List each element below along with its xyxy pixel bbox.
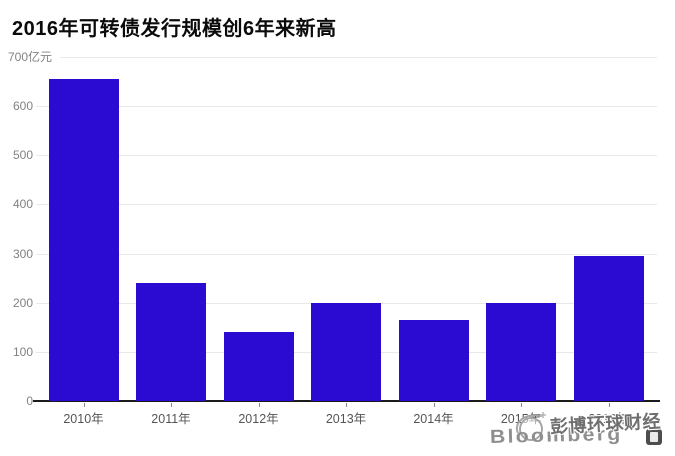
bloomberg-app-badge-icon <box>646 429 662 445</box>
globe-icon <box>515 412 546 441</box>
bar-2012年 <box>223 332 294 401</box>
x-tick-2015年 <box>521 403 522 407</box>
watermark: Bloomberg 彭博环球财经 <box>488 406 674 456</box>
bar-2014年 <box>398 319 469 401</box>
chart-title: 2016年可转债发行规模创6年来新高 <box>12 18 337 40</box>
gridline-700 <box>60 57 657 58</box>
x-tick-label-2016年: 2016年 <box>588 412 629 426</box>
x-tick-2011年 <box>171 403 172 407</box>
x-tick-2016年 <box>608 403 610 407</box>
y-tick-label-600: 600 <box>12 99 33 114</box>
gridline-600 <box>36 106 657 108</box>
x-tick-label-2013年: 2013年 <box>325 412 367 426</box>
gridline-400 <box>36 204 657 206</box>
gridline-500 <box>36 155 657 157</box>
bar-2016年 <box>573 256 644 401</box>
x-tick-label-2014年: 2014年 <box>413 412 454 426</box>
x-tick-label-2012年: 2012年 <box>238 412 279 426</box>
bar-2010年 <box>48 79 119 401</box>
bar-2015年 <box>486 302 556 401</box>
bar-2013年 <box>311 302 381 401</box>
y-tick-label-300: 300 <box>12 246 33 261</box>
x-tick-2014年 <box>433 403 435 407</box>
y-tick-label-0: 0 <box>26 394 33 408</box>
x-tick-label-2011年: 2011年 <box>151 412 191 426</box>
bar-2011年 <box>136 283 206 401</box>
x-tick-2010年 <box>83 403 85 407</box>
gridline-300 <box>36 253 657 255</box>
y-tick-label-200: 200 <box>12 295 33 310</box>
x-tick-label-2010年: 2010年 <box>63 412 104 426</box>
watermark-cn-text: 彭博环球财经 <box>549 411 662 437</box>
y-tick-label-400: 400 <box>12 197 33 212</box>
x-axis-line <box>33 400 660 402</box>
y-axis-unit-label: 700亿元 <box>8 51 57 63</box>
x-tick-2013年 <box>346 403 347 407</box>
y-tick-label-500: 500 <box>12 148 33 163</box>
x-tick-2012年 <box>258 403 260 407</box>
badge-glyph <box>650 432 658 442</box>
y-tick-label-100: 100 <box>12 344 33 359</box>
